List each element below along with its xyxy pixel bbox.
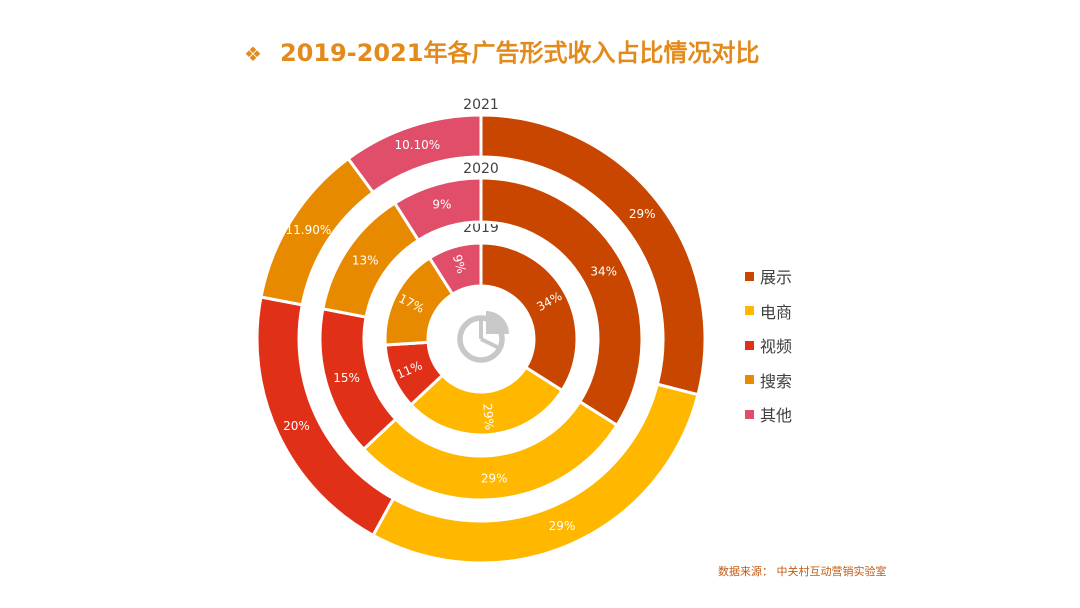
legend-item: 展示: [745, 259, 792, 294]
legend-label: 其他: [760, 406, 793, 426]
slice-2019-其他: [427, 241, 483, 297]
legend-label: 展示: [760, 268, 793, 288]
slice-2020-其他: [392, 176, 483, 243]
slice-2019-电商: [408, 365, 565, 437]
slice-label-2019-其他: 9%: [450, 253, 469, 275]
slice-label-2020-视频: 15%: [333, 371, 360, 385]
pie-chart-icon: [457, 311, 509, 363]
slice-label-2021-其他: 10.10%: [394, 138, 440, 152]
slice-2020-展示: [479, 176, 644, 428]
slice-2019-展示: [479, 241, 579, 393]
data-source: 数据来源： 中关村互动营销实验室: [718, 565, 887, 578]
slice-label-2021-展示: 29%: [629, 207, 656, 221]
legend-item: 电商: [745, 294, 792, 329]
donut-rings: 34%29%11%17%9%201934%29%15%13%9%202029%2…: [255, 97, 707, 565]
ring-year-label-2021: 2021: [463, 97, 499, 113]
slice-label-2019-电商: 29%: [480, 403, 496, 431]
ring-year-label-2020: 2020: [463, 161, 499, 177]
slice-label-2020-搜索: 13%: [352, 253, 379, 267]
legend-label: 视频: [760, 337, 793, 357]
legend-label: 电商: [760, 302, 793, 322]
legend-label: 搜索: [760, 371, 793, 391]
slice-label-2021-视频: 20%: [283, 419, 310, 433]
chart-title: ❖ 2019-2021年各广告形式收入占比情况对比: [244, 33, 760, 68]
legend-swatch: [745, 306, 754, 316]
legend-swatch: [745, 340, 754, 350]
slice-label-2021-搜索: 11.90%: [286, 223, 332, 237]
legend-item: 视频: [745, 328, 792, 363]
slice-label-2021-电商: 29%: [549, 519, 576, 533]
legend-swatch: [745, 409, 754, 419]
diamond-bullet-icon: ❖: [244, 42, 262, 66]
legend: 展示电商视频搜索其他: [745, 259, 792, 432]
slice-2021-其他: [346, 113, 483, 195]
legend-swatch: [745, 271, 754, 281]
legend-item: 搜索: [745, 363, 792, 398]
legend-swatch: [745, 375, 754, 385]
legend-item: 其他: [745, 397, 792, 432]
chart-title-text: 2019-2021年各广告形式收入占比情况对比: [279, 39, 760, 67]
slice-label-2020-展示: 34%: [590, 265, 617, 279]
ring-year-label-2019: 2019: [463, 220, 499, 236]
slice-label-2020-电商: 29%: [481, 471, 508, 485]
slice-label-2020-其他: 9%: [432, 198, 451, 212]
